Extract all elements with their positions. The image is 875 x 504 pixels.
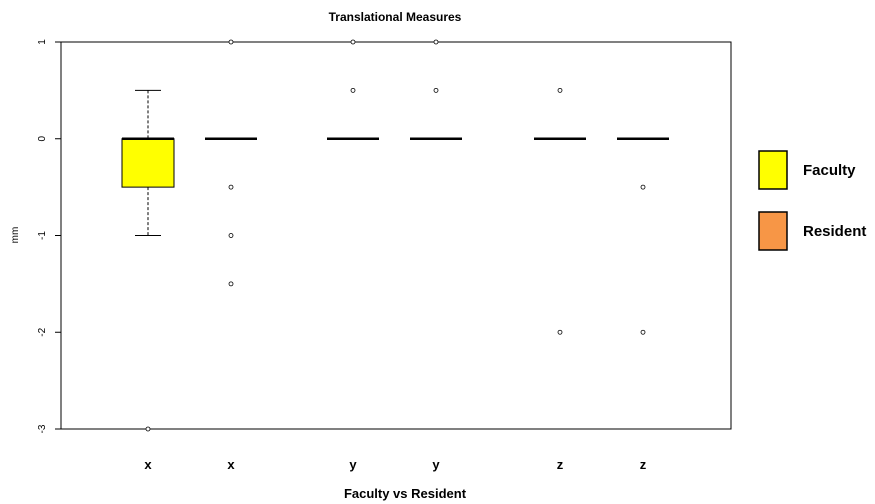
boxes-group xyxy=(121,39,669,432)
outlier-point xyxy=(228,184,234,190)
box-2 xyxy=(205,39,257,287)
x-tick-label: x xyxy=(144,457,152,472)
outlier-point xyxy=(433,39,439,45)
plot-frame xyxy=(60,41,732,430)
x-axis-label: Faculty vs Resident xyxy=(344,486,467,501)
outlier-point xyxy=(557,329,563,335)
outlier-point xyxy=(350,39,356,45)
outlier-point xyxy=(228,39,234,45)
x-tick-label: y xyxy=(349,457,357,472)
legend-item-faculty: Faculty xyxy=(758,150,856,190)
x-tick-label: y xyxy=(432,457,440,472)
box-body xyxy=(121,138,175,188)
y-axis: 1 0 -1 -2 -3 xyxy=(37,39,61,433)
x-tick-label: x xyxy=(227,457,235,472)
legend-label: Faculty xyxy=(803,162,856,179)
legend-label: Resident xyxy=(803,223,866,240)
legend: Faculty Resident xyxy=(758,150,866,251)
y-tick-label: -1 xyxy=(37,231,48,240)
x-tick-label: z xyxy=(640,457,647,472)
y-tick-label: 1 xyxy=(37,39,48,45)
outlier-point xyxy=(557,87,563,93)
outlier-point xyxy=(228,233,234,238)
box-5 xyxy=(534,87,586,335)
outlier-point xyxy=(433,87,439,93)
outlier-point xyxy=(145,426,151,432)
legend-swatch xyxy=(758,150,788,190)
y-axis-label: mm xyxy=(10,227,21,244)
legend-swatch xyxy=(758,211,788,251)
box-6 xyxy=(617,137,669,335)
outlier-point xyxy=(350,87,356,93)
legend-item-resident: Resident xyxy=(758,211,866,251)
box-4 xyxy=(410,39,462,140)
outlier-point xyxy=(228,281,234,287)
outlier-point xyxy=(640,329,646,335)
y-tick-label: 0 xyxy=(37,136,48,142)
y-tick-label: -3 xyxy=(37,424,48,433)
y-tick-label: -2 xyxy=(37,327,48,336)
x-tick-label: z xyxy=(557,457,564,472)
outlier-point xyxy=(640,184,646,190)
box-1 xyxy=(121,89,175,432)
chart-title: Translational Measures xyxy=(329,10,462,24)
box-3 xyxy=(327,39,379,140)
